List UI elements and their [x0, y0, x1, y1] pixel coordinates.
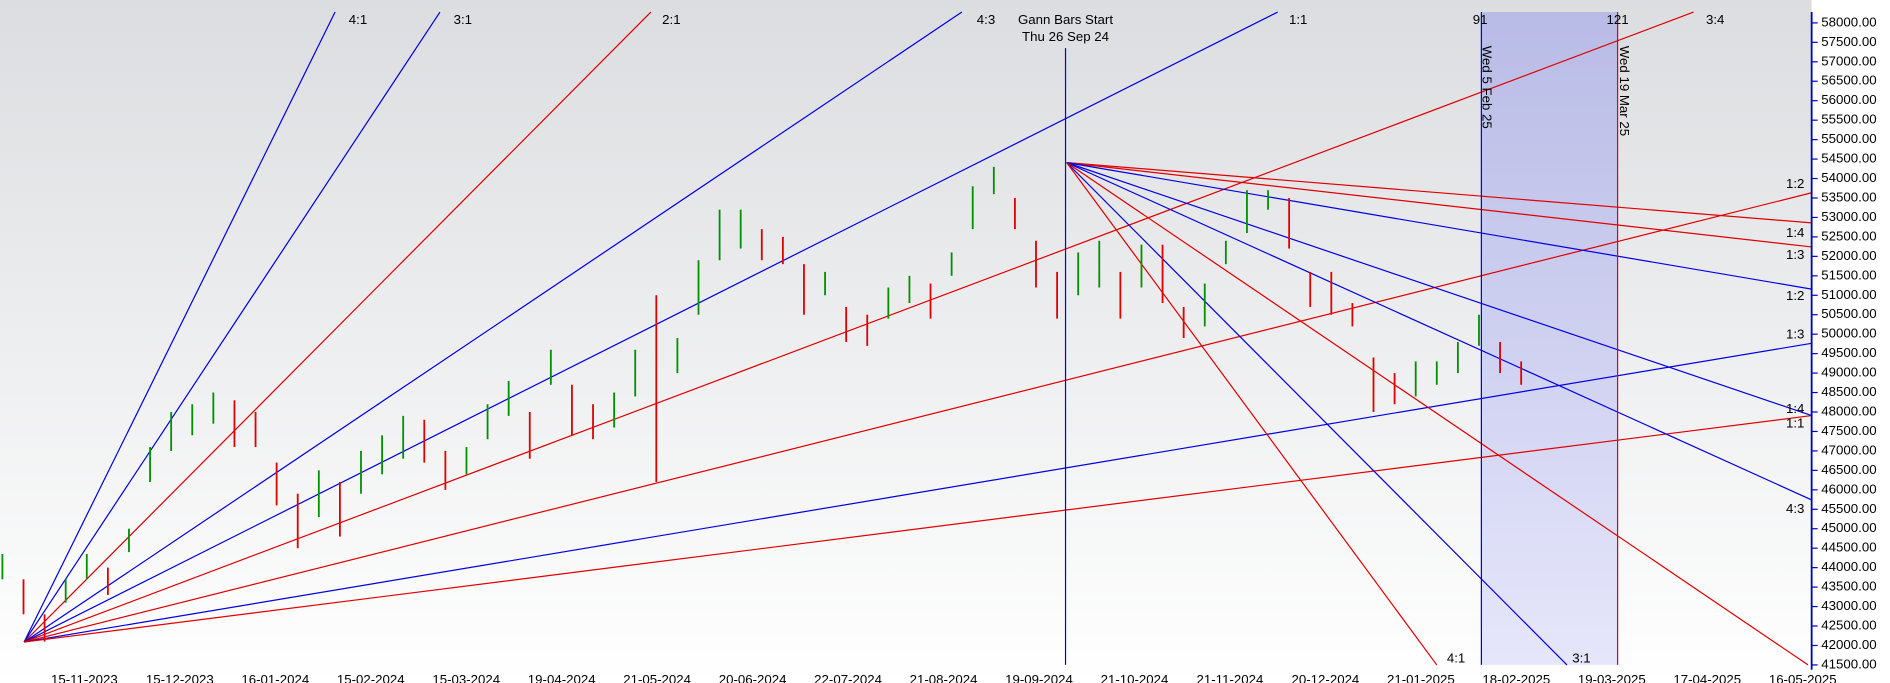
- ratio-label: 2:1: [662, 12, 680, 27]
- x-tick-label: 19-04-2024: [528, 672, 596, 683]
- ratio-label: 4:3: [977, 12, 995, 27]
- ratio-label: 4:1: [349, 12, 367, 27]
- x-tick-label: 21-08-2024: [910, 672, 978, 683]
- gann-line: [1066, 162, 1812, 248]
- x-tick-label: 20-12-2024: [1292, 672, 1360, 683]
- gann-line: [23, 11, 1694, 643]
- gann-line: [1066, 162, 1568, 666]
- y-tick-label: 50500.00: [1821, 306, 1876, 321]
- gann-line: [23, 11, 963, 643]
- y-tick-label: 56500.00: [1821, 73, 1876, 88]
- gann-line: [23, 11, 1278, 643]
- bar-count: 121: [1607, 12, 1629, 27]
- y-tick-label: 48500.00: [1821, 384, 1876, 399]
- ratio-label: 4:3: [1786, 501, 1804, 516]
- ratio-label: 1:1: [1786, 416, 1804, 431]
- x-tick-label: 16-05-2025: [1769, 672, 1837, 683]
- x-tick-label: 19-09-2024: [1005, 672, 1073, 683]
- x-tick-label: 19-03-2025: [1578, 672, 1646, 683]
- gann-line: [1066, 162, 1438, 666]
- x-tick-label: 15-11-2023: [51, 672, 118, 683]
- y-tick-label: 42000.00: [1821, 637, 1876, 652]
- x-tick-label: 21-05-2024: [623, 672, 691, 683]
- time-zone: [1481, 12, 1618, 665]
- y-tick-label: 47000.00: [1821, 442, 1876, 457]
- y-tick-label: 57000.00: [1821, 53, 1876, 68]
- y-tick-label: 51000.00: [1821, 287, 1876, 302]
- x-tick-label: 15-12-2023: [146, 672, 214, 683]
- ratio-label: 3:4: [1706, 12, 1724, 27]
- y-tick-label: 56000.00: [1821, 92, 1876, 107]
- x-tick-label: 15-02-2024: [337, 672, 405, 683]
- y-tick-label: 49000.00: [1821, 365, 1876, 380]
- ratio-label: 1:2: [1786, 288, 1804, 303]
- annotation: Gann Bars Start: [1018, 12, 1113, 27]
- y-tick-label: 45500.00: [1821, 501, 1876, 516]
- y-tick-label: 51500.00: [1821, 267, 1876, 282]
- y-tick-label: 54500.00: [1821, 151, 1876, 166]
- y-tick-label: 52000.00: [1821, 248, 1876, 263]
- x-tick-label: 21-10-2024: [1101, 672, 1169, 683]
- axis-background: [1811, 0, 1890, 683]
- gann-line: [1066, 162, 1812, 501]
- ratio-label: 1:4: [1786, 225, 1804, 240]
- y-tick-label: 54000.00: [1821, 170, 1876, 185]
- y-tick-label: 44000.00: [1821, 559, 1876, 574]
- y-tick-label: 43500.00: [1821, 579, 1876, 594]
- bar-count: 91: [1473, 12, 1488, 27]
- y-tick-label: 53500.00: [1821, 189, 1876, 204]
- y-tick-label: 53000.00: [1821, 209, 1876, 224]
- y-tick-label: 45000.00: [1821, 520, 1876, 535]
- y-tick-label: 42500.00: [1821, 618, 1876, 633]
- gann-line: [1066, 162, 1812, 224]
- y-tick-label: 44500.00: [1821, 540, 1876, 555]
- x-tick-label: 22-07-2024: [814, 672, 882, 683]
- annotation: Thu 26 Sep 24: [1022, 29, 1109, 44]
- x-tick-label: 16-01-2024: [241, 672, 309, 683]
- ratio-label: 1:3: [1786, 326, 1804, 341]
- y-tick-label: 41500.00: [1821, 656, 1876, 671]
- y-tick-label: 46000.00: [1821, 481, 1876, 496]
- y-tick-label: 55000.00: [1821, 131, 1876, 146]
- y-tick-label: 43000.00: [1821, 598, 1876, 613]
- y-tick-label: 46500.00: [1821, 462, 1876, 477]
- ratio-label: 1:4: [1786, 401, 1804, 416]
- ratio-label: 1:3: [1786, 247, 1804, 262]
- gann-line: [1066, 162, 1809, 666]
- x-tick-label: 20-06-2024: [719, 672, 787, 683]
- x-tick-label: 17-04-2025: [1673, 672, 1741, 683]
- gann-lines: [23, 11, 1812, 666]
- ratio-label: 3:1: [454, 12, 472, 27]
- y-tick-label: 49500.00: [1821, 345, 1876, 360]
- y-tick-label: 52500.00: [1821, 228, 1876, 243]
- y-tick-label: 57500.00: [1821, 34, 1876, 49]
- gann-line: [24, 414, 1812, 643]
- ratio-label: 1:1: [1289, 12, 1307, 27]
- x-tick-label: 18-02-2025: [1482, 672, 1550, 683]
- x-tick-label: 21-11-2024: [1197, 672, 1264, 683]
- gann-line: [1066, 162, 1812, 290]
- gann-line: [23, 192, 1812, 643]
- gann-line: [1066, 162, 1812, 417]
- ratio-label: 3:1: [1572, 650, 1590, 665]
- gann-line: [23, 11, 336, 643]
- x-tick-label: 15-03-2024: [432, 672, 500, 683]
- vertical-date: Wed 5 Feb 25: [1480, 46, 1495, 129]
- ratio-label: 4:1: [1447, 650, 1465, 665]
- y-tick-label: 58000.00: [1821, 14, 1876, 29]
- y-tick-label: 55500.00: [1821, 112, 1876, 127]
- y-tick-label: 50000.00: [1821, 326, 1876, 341]
- y-tick-label: 48000.00: [1821, 404, 1876, 419]
- y-tick-label: 47500.00: [1821, 423, 1876, 438]
- gann-line: [23, 11, 441, 643]
- ratio-label: 1:2: [1786, 176, 1804, 191]
- gann-line: [24, 342, 1812, 643]
- vertical-date: Wed 19 Mar 25: [1617, 46, 1632, 136]
- x-tick-label: 21-01-2025: [1387, 672, 1455, 683]
